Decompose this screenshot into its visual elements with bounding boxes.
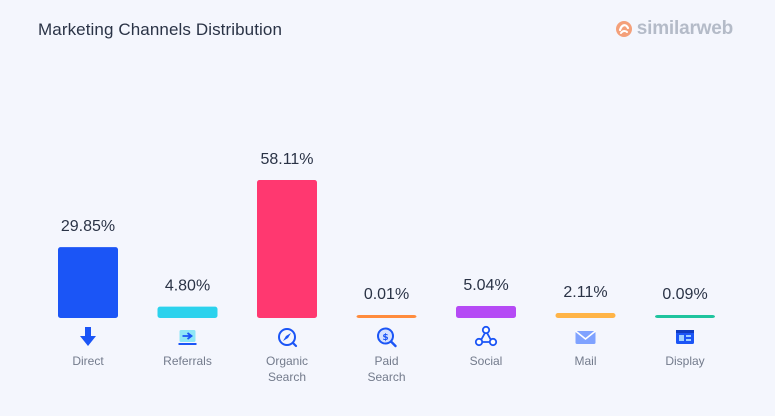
value-label: 2.11% <box>563 284 607 301</box>
category-label: Social <box>470 354 503 368</box>
category-label: Display <box>665 354 704 368</box>
value-label: 0.09% <box>662 286 707 303</box>
category-label: Paid <box>374 354 398 368</box>
value-label: 29.85% <box>61 218 115 235</box>
value-label: 0.01% <box>364 286 409 303</box>
value-label: 5.04% <box>463 277 508 294</box>
referral-arrow-icon <box>178 330 197 345</box>
bar-paid-search[interactable] <box>356 315 417 318</box>
arrow-down-icon <box>80 327 96 346</box>
value-label: 58.11% <box>260 151 313 168</box>
category-label: Search <box>268 370 306 384</box>
social-share-icon <box>474 325 498 347</box>
bar-social[interactable] <box>456 306 516 318</box>
category-label: Referrals <box>163 354 212 368</box>
bar-referrals[interactable] <box>157 306 218 318</box>
bar-mail[interactable] <box>555 312 616 318</box>
display-ad-icon <box>676 330 694 344</box>
chart-title: Marketing Channels Distribution <box>38 20 283 39</box>
bar-display[interactable] <box>655 315 715 318</box>
category-label: Mail <box>574 354 596 368</box>
brand-logo: similarweb <box>615 18 733 40</box>
category-label: Organic <box>266 354 308 368</box>
brand-name: similarweb <box>636 18 733 39</box>
bar-organic-search[interactable] <box>257 180 317 318</box>
dollar-search-icon: $ <box>377 327 397 348</box>
category-label: Direct <box>72 354 104 368</box>
similarweb-logo-icon <box>615 21 632 37</box>
compass-icon <box>278 328 298 348</box>
value-label: 4.80% <box>165 278 210 295</box>
envelope-icon <box>575 330 596 344</box>
category-label: Search <box>367 370 405 384</box>
svg-text:$: $ <box>382 333 388 343</box>
bar-direct[interactable] <box>58 247 118 318</box>
